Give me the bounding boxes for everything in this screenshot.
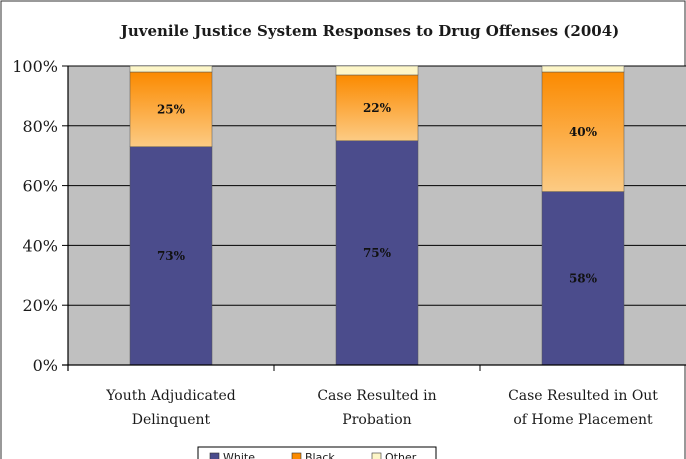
x-tick-label: Case Resulted in Out bbox=[508, 388, 658, 404]
bar-segment-other bbox=[335, 65, 419, 76]
y-tick-labels: 0% 20% 40% 60% 80% 100% bbox=[12, 57, 58, 375]
bars: 73% 25% 75% 22% 58% 40% bbox=[129, 65, 625, 366]
legend-swatch-other bbox=[371, 452, 382, 459]
y-tick-label: 60% bbox=[22, 177, 58, 196]
y-tick-label: 0% bbox=[33, 356, 58, 375]
x-tick-label: Delinquent bbox=[132, 412, 211, 428]
x-tick-label: Probation bbox=[342, 412, 411, 428]
data-label: 22% bbox=[363, 101, 392, 115]
chart-title: Juvenile Justice System Responses to Dru… bbox=[119, 22, 619, 40]
axes bbox=[62, 65, 686, 371]
y-tick-label: 80% bbox=[22, 117, 58, 136]
y-tick-label: 20% bbox=[22, 296, 58, 315]
bar-segment-black bbox=[541, 71, 625, 192]
x-tick-label: Case Resulted in bbox=[317, 388, 436, 404]
data-label: 75% bbox=[363, 246, 392, 260]
data-label: 58% bbox=[569, 271, 598, 285]
bar-segment-other bbox=[541, 65, 625, 73]
data-label: 40% bbox=[569, 125, 598, 139]
bar-segment-other bbox=[129, 65, 213, 73]
x-tick-label: of Home Placement bbox=[513, 412, 653, 428]
bar-segment-white bbox=[129, 146, 213, 366]
y-tick-label: 100% bbox=[12, 57, 58, 76]
legend-label: Other bbox=[385, 451, 417, 459]
bar-segment-black bbox=[129, 71, 213, 147]
legend-swatch-black bbox=[291, 452, 302, 459]
legend-label: White bbox=[223, 451, 255, 459]
legend-swatch-white bbox=[209, 452, 220, 459]
y-tick-label: 40% bbox=[22, 236, 58, 255]
legend-label: Black bbox=[305, 451, 335, 459]
x-tick-label: Youth Adjudicated bbox=[105, 388, 236, 404]
x-tick-labels: Youth Adjudicated Delinquent Case Resulted… bbox=[105, 388, 658, 428]
data-label: 73% bbox=[157, 249, 186, 263]
data-label: 25% bbox=[157, 102, 186, 116]
legend: White Black Other bbox=[197, 446, 437, 459]
bar-segment-white bbox=[541, 191, 625, 366]
